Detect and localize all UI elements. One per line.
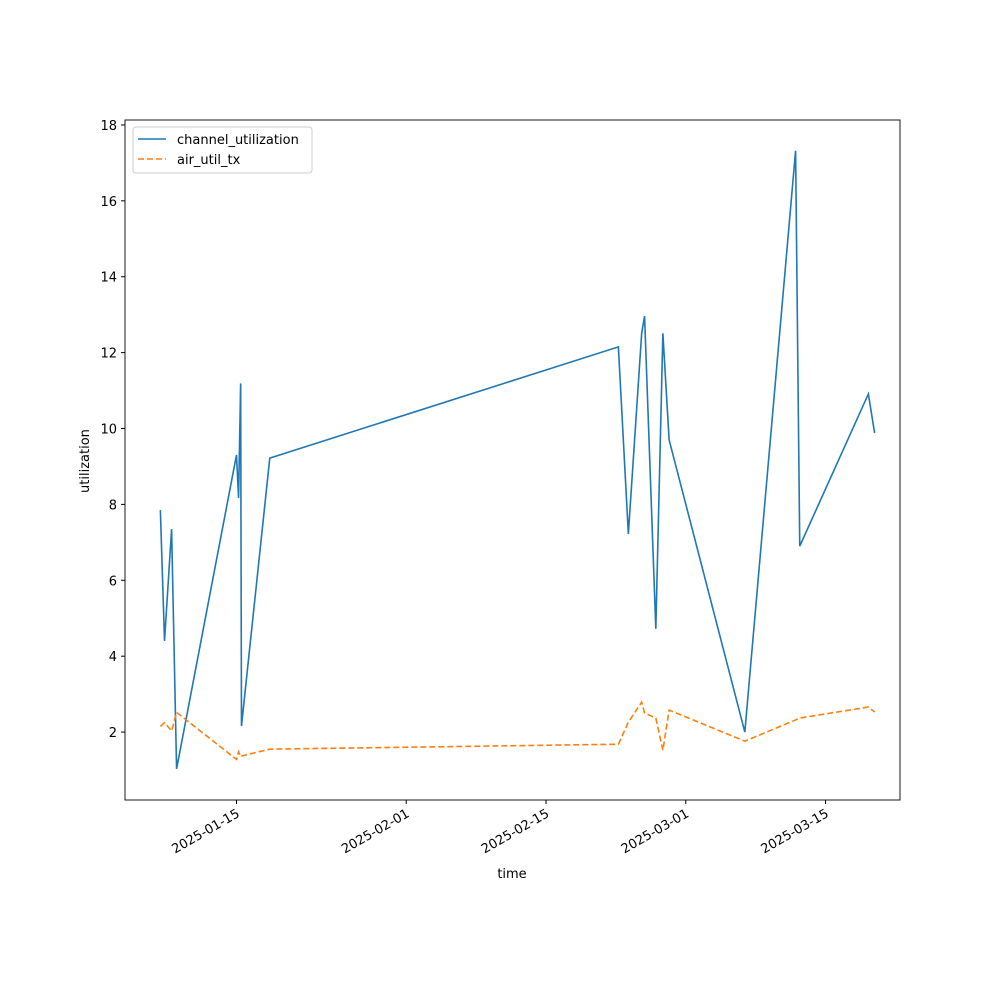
legend-box — [132, 126, 313, 174]
y-tick-label: 4 — [109, 650, 117, 665]
y-tick-label: 8 — [109, 498, 117, 513]
y-tick-label: 10 — [100, 423, 117, 438]
series-line — [159, 700, 876, 761]
y-tick-label: 12 — [100, 347, 117, 362]
legend-label: air_util_tx — [177, 153, 241, 168]
plot-frame — [124, 119, 901, 801]
legend-label: channel_utilization — [177, 133, 299, 148]
y-tick-label: 2 — [109, 726, 117, 741]
legend: channel_utilization air_util_tx — [132, 126, 313, 174]
y-axis-label: utilization — [78, 429, 93, 493]
y-tick-label: 6 — [109, 574, 117, 589]
series-line — [159, 150, 876, 770]
y-tick-label: 16 — [100, 195, 117, 210]
x-axis-label: time — [497, 867, 526, 882]
y-tick-label: 18 — [100, 119, 117, 134]
y-tick-label: 14 — [100, 271, 117, 286]
